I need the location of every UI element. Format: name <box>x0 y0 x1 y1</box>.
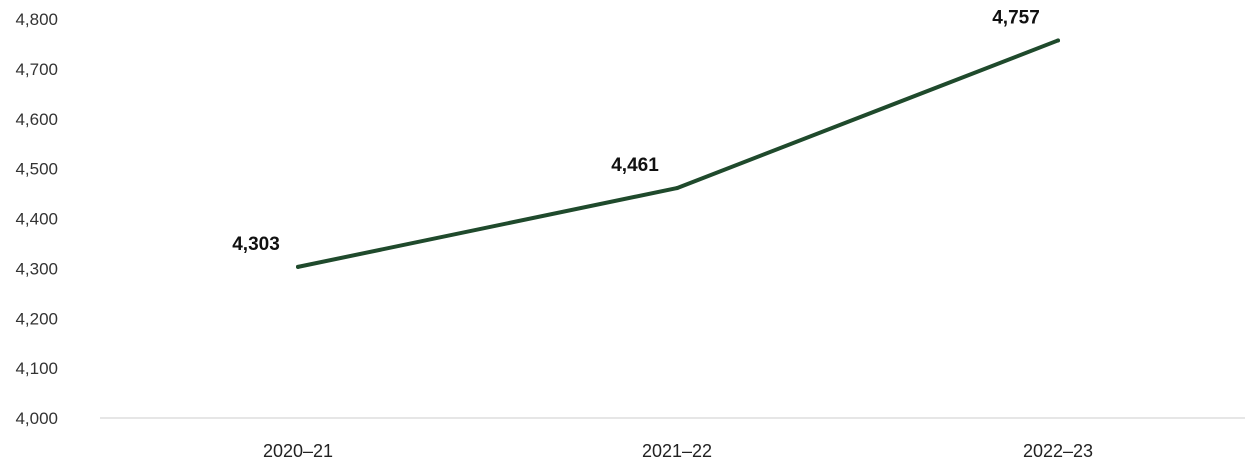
y-tick-label: 4,100 <box>15 359 58 378</box>
y-axis: 4,000 4,100 4,200 4,300 4,400 4,500 4,600 4,700… <box>15 10 58 428</box>
y-tick-label: 4,700 <box>15 60 58 79</box>
y-tick-label: 4,600 <box>15 110 58 129</box>
data-labels: 4,303 4,461 4,757 <box>232 7 1040 254</box>
y-tick-label: 4,200 <box>15 309 58 328</box>
data-label: 4,303 <box>232 234 280 255</box>
data-point <box>296 264 300 269</box>
data-point <box>1056 38 1060 43</box>
data-point <box>675 186 679 191</box>
y-tick-label: 4,000 <box>15 409 58 428</box>
x-tick-label: 2022–23 <box>1023 441 1093 461</box>
y-tick-label: 4,400 <box>15 210 58 229</box>
y-tick-label: 4,800 <box>15 10 58 29</box>
series-layer <box>296 38 1060 269</box>
x-tick-label: 2020–21 <box>263 441 333 461</box>
y-tick-label: 4,300 <box>15 259 58 278</box>
data-label: 4,461 <box>611 155 659 176</box>
y-tick-label: 4,500 <box>15 160 58 179</box>
data-label: 4,757 <box>992 7 1040 28</box>
series-line <box>296 38 1060 269</box>
x-tick-label: 2021–22 <box>642 441 712 461</box>
x-axis: 2020–21 2021–22 2022–23 <box>263 441 1093 461</box>
